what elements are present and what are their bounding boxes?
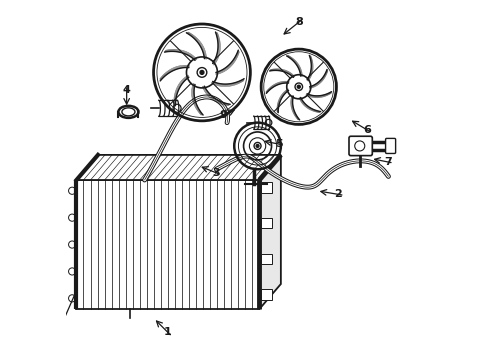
Bar <box>76 180 259 309</box>
Circle shape <box>197 68 207 77</box>
Text: 1: 1 <box>164 327 172 337</box>
Circle shape <box>254 143 261 149</box>
FancyBboxPatch shape <box>349 136 372 156</box>
Circle shape <box>297 85 300 88</box>
Text: 7: 7 <box>385 157 392 167</box>
FancyBboxPatch shape <box>386 138 395 153</box>
Bar <box>261 289 272 300</box>
Circle shape <box>295 83 302 90</box>
Bar <box>261 253 272 264</box>
Text: 6: 6 <box>363 125 371 135</box>
Text: 9: 9 <box>220 111 227 121</box>
Text: 5: 5 <box>275 139 283 149</box>
Bar <box>261 218 272 228</box>
Text: 2: 2 <box>334 189 342 199</box>
Text: 8: 8 <box>295 17 303 27</box>
Circle shape <box>200 71 204 75</box>
Polygon shape <box>259 155 281 309</box>
Polygon shape <box>76 155 281 180</box>
Text: 3: 3 <box>213 168 220 178</box>
Bar <box>261 182 272 193</box>
Text: 4: 4 <box>122 85 131 95</box>
Circle shape <box>256 144 259 147</box>
